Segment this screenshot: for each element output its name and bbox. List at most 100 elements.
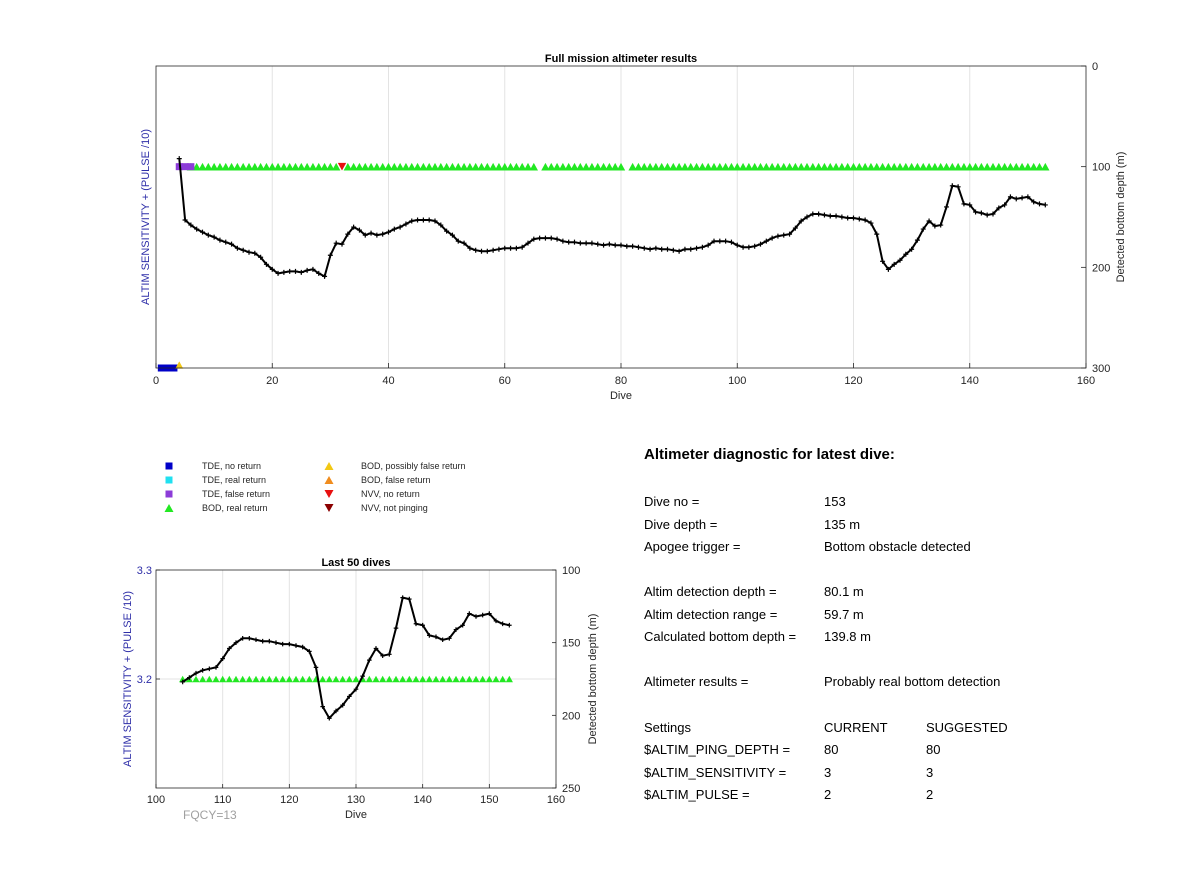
bod-real-marker	[674, 162, 684, 171]
recent-depth-point	[200, 667, 205, 673]
bod-real-marker	[225, 675, 233, 683]
bod-real-marker	[259, 675, 267, 683]
bod-real-marker	[826, 162, 835, 171]
bod-real-marker	[605, 162, 614, 171]
recent-depth-point	[453, 627, 459, 632]
bod-real-marker	[285, 162, 294, 171]
bod-real-marker	[948, 162, 957, 171]
depth-point	[949, 183, 955, 189]
bod-real-marker	[953, 162, 963, 171]
bod-real-marker	[1029, 162, 1038, 171]
legend-label: NVV, no return	[361, 489, 420, 499]
bod-real-marker	[390, 162, 399, 171]
top-chart: 0 20 40 60 80 100 120 140 160 0 100 200 300 Full mi…	[140, 53, 1127, 402]
ping-depth-label: $ALTIM_PING_DEPTH =	[644, 742, 791, 757]
bod-real-marker	[576, 162, 585, 171]
depth-point	[851, 215, 856, 221]
depth-point	[984, 212, 990, 218]
depth-point	[758, 241, 763, 247]
depth-point	[769, 235, 775, 241]
bod-real-marker	[529, 162, 539, 171]
bod-real-marker	[942, 162, 951, 171]
recent-depth-point	[287, 641, 292, 647]
top-x-tick-label: 60	[499, 375, 511, 387]
bod-real-marker	[721, 162, 730, 171]
bod-real-marker	[345, 675, 353, 683]
recent-depth-point	[293, 643, 299, 648]
bod-real-marker	[982, 162, 992, 171]
bod-real-marker	[273, 162, 283, 171]
settings-label: Settings	[644, 720, 691, 735]
depth-point	[496, 246, 502, 252]
top-y-tick-label: 0	[1092, 61, 1098, 73]
calculated-depth-label: Calculated bottom depth =	[644, 629, 797, 644]
bottom-bod-markers	[179, 675, 513, 683]
depth-point	[845, 215, 851, 221]
depth-point	[258, 254, 264, 260]
depth-point	[554, 236, 560, 242]
bod-real-marker	[744, 162, 754, 171]
current-header: CURRENT	[824, 720, 888, 735]
legend-swatch	[324, 475, 334, 485]
depth-point	[711, 238, 717, 244]
bottom-y-right-tick-label: 200	[562, 710, 580, 722]
depth-point	[519, 244, 525, 250]
apogee-value: Bottom obstacle detected	[824, 539, 971, 554]
depth-point	[659, 246, 665, 252]
bottom-x-tick-label: 120	[280, 794, 298, 806]
depth-point	[240, 247, 246, 253]
bod-real-marker	[199, 675, 207, 683]
bod-real-marker	[802, 162, 812, 171]
bod-real-marker	[483, 162, 492, 171]
depth-point	[641, 245, 647, 251]
bottom-y-left-tick-label: 3.3	[137, 565, 152, 577]
recent-depth-point	[440, 637, 445, 643]
bod-real-marker	[977, 162, 986, 171]
recent-depth-point	[353, 686, 359, 692]
detection-range-label: Altim detection range =	[644, 607, 778, 622]
recent-depth-point	[460, 622, 465, 628]
depth-point	[1013, 196, 1019, 202]
bod-real-marker	[279, 162, 289, 171]
bod-real-marker	[860, 162, 870, 171]
bod-real-marker	[209, 162, 219, 171]
depth-point	[287, 268, 293, 274]
recent-depth-point	[247, 636, 252, 641]
bod-real-marker	[239, 675, 247, 683]
recent-depth-point	[473, 614, 479, 619]
depth-point	[926, 218, 932, 224]
depth-point	[444, 228, 450, 234]
depth-point	[1037, 201, 1042, 207]
nvv-no-return-marker	[337, 162, 347, 171]
bod-real-marker	[319, 675, 327, 683]
bod-real-marker	[245, 675, 253, 683]
bod-real-marker	[204, 162, 213, 171]
depth-point	[316, 270, 322, 276]
bod-real-marker	[698, 162, 707, 171]
bod-real-marker	[640, 162, 649, 171]
bod-real-marker	[439, 675, 447, 683]
bod-real-marker	[1035, 162, 1044, 171]
recent-depth-point	[347, 694, 352, 699]
bod-real-marker	[372, 162, 382, 171]
suggested-header: SUGGESTED	[926, 720, 1008, 735]
bottom-x-ticks: 100 110 120 130 140 150 160	[147, 784, 565, 806]
top-x-tick-label: 40	[382, 375, 394, 387]
legend-swatch	[324, 489, 334, 499]
bod-real-marker	[523, 162, 533, 171]
bod-real-marker	[843, 162, 852, 171]
bod-real-marker	[452, 675, 460, 683]
recent-depth-point	[487, 611, 492, 616]
bottom-x-tick-label: 160	[547, 794, 565, 806]
top-x-tick-label: 140	[961, 375, 979, 387]
depth-point	[380, 231, 386, 237]
depth-point	[403, 221, 409, 227]
bod-real-marker	[1006, 162, 1015, 171]
bod-real-marker	[796, 162, 806, 171]
depth-point	[351, 224, 357, 230]
depth-point	[816, 211, 822, 217]
depth-point	[775, 233, 781, 239]
bod-real-marker	[1017, 162, 1027, 171]
bod-real-marker	[924, 162, 934, 171]
bod-real-marker	[384, 162, 393, 171]
